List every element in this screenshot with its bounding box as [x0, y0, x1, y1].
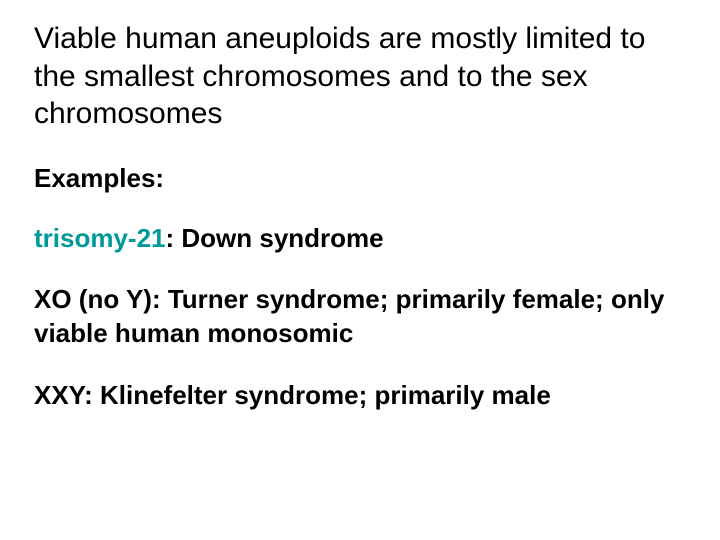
slide-container: Viable human aneuploids are mostly limit…	[0, 0, 720, 540]
examples-label: Examples:	[34, 163, 690, 194]
term-trisomy-21: trisomy-21	[34, 223, 166, 253]
example-trisomy-21: trisomy-21: Down syndrome	[34, 222, 690, 256]
example-xxy: XXY: Klinefelter syndrome; primarily mal…	[34, 379, 690, 413]
example-xo: XO (no Y): Turner syndrome; primarily fe…	[34, 283, 690, 351]
slide-heading: Viable human aneuploids are mostly limit…	[34, 20, 690, 133]
desc-trisomy-21: : Down syndrome	[166, 223, 384, 253]
